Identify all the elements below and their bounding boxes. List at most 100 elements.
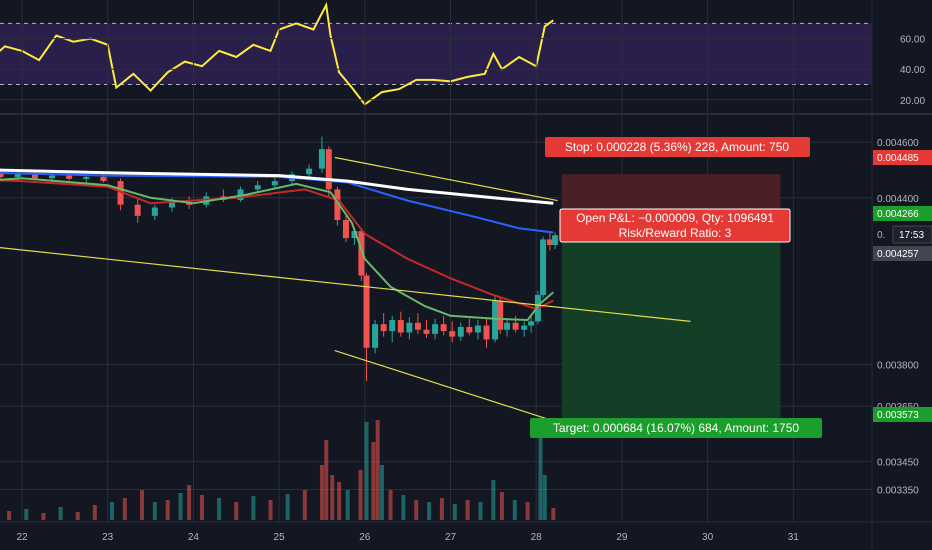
- volume-bar: [388, 490, 393, 520]
- candle-body: [380, 324, 387, 332]
- candle-body: [406, 322, 413, 333]
- rsi-tick: 40.00: [900, 65, 925, 76]
- countdown-badge: [892, 225, 932, 244]
- price-tick: 0.004600: [877, 138, 919, 149]
- volume-bar: [285, 494, 290, 520]
- candle-body: [372, 324, 379, 348]
- pnl-label-box[interactable]: Open P&L: −0.000009, Qty: 1096491 Risk/R…: [559, 208, 791, 243]
- candle-body: [306, 168, 313, 175]
- candle-body: [512, 322, 519, 330]
- candle-body: [389, 320, 396, 332]
- candle-body: [440, 324, 447, 332]
- candle-body: [492, 300, 499, 340]
- price-tick: 0.004400: [877, 194, 919, 205]
- trendline[interactable]: [334, 349, 575, 429]
- candle-body: [397, 320, 404, 333]
- candle-body: [449, 331, 456, 337]
- x-tick-30: 30: [702, 532, 714, 543]
- volume-bar: [251, 496, 256, 520]
- trendlines[interactable]: [0, 156, 691, 429]
- trendline[interactable]: [0, 241, 691, 322]
- volume-bar: [75, 512, 80, 520]
- x-tick-25: 25: [274, 532, 286, 543]
- stop-label: Stop: 0.000228 (5.36%) 228, Amount: 750: [565, 140, 789, 154]
- x-tick-24: 24: [188, 532, 200, 543]
- pnl-label-bg: [559, 208, 791, 243]
- candle-body: [117, 181, 124, 205]
- candle-body: [334, 189, 341, 220]
- volume-bar: [427, 502, 432, 520]
- ma-blue-line: [0, 171, 554, 234]
- stop-label-box[interactable]: Stop: 0.000228 (5.36%) 228, Amount: 750: [545, 137, 810, 157]
- rsi-line: [0, 1, 554, 106]
- time-axis-ticks: 22 23 24 25 26 27 28 29 30 31: [16, 532, 799, 543]
- target-label: Target: 0.000684 (16.07%) 684, Amount: 1…: [553, 421, 800, 435]
- x-tick-22: 22: [16, 532, 28, 543]
- moving-averages: [0, 168, 554, 322]
- candle-body: [351, 231, 358, 239]
- rsi-axis-ticks: 60.00 40.00 20.00: [900, 35, 925, 107]
- volume-bar: [499, 492, 504, 520]
- volume-bar: [379, 465, 384, 520]
- target-price-text: 0.003573: [877, 410, 919, 421]
- price-axis[interactable]: 60.00 40.00 20.00 0.004600 0.004400 0.003800…: [871, 0, 932, 550]
- volume-bar: [139, 490, 144, 520]
- candle-body: [48, 175, 55, 179]
- candle-body: [552, 235, 559, 245]
- volume-bar: [330, 475, 335, 520]
- volume-bar: [452, 504, 457, 520]
- rsi-band: [0, 23, 872, 85]
- volume-bar: [512, 500, 517, 520]
- risk-reward-label: Risk/Reward Ratio: 3: [619, 226, 732, 240]
- volume-bar: [302, 490, 307, 520]
- entry-price-text: 0.004266: [877, 209, 919, 220]
- candle-body: [271, 181, 278, 186]
- volume-bar: [122, 498, 127, 520]
- x-tick-27: 27: [445, 532, 457, 543]
- candle-body: [528, 321, 535, 326]
- volume-bar: [551, 508, 556, 520]
- volume-bar: [401, 495, 406, 520]
- x-tick-28: 28: [531, 532, 543, 543]
- trendline[interactable]: [334, 156, 558, 202]
- time-axis[interactable]: 22 23 24 25 26 27 28 29 30 31: [0, 521, 932, 543]
- x-tick-29: 29: [616, 532, 628, 543]
- candle-body: [342, 220, 349, 239]
- rsi-pane: [0, 1, 872, 106]
- volume-bar: [371, 442, 376, 520]
- volume-bar: [358, 470, 363, 520]
- candle-body: [540, 239, 547, 295]
- volume-bar: [324, 440, 329, 520]
- x-tick-26: 26: [359, 532, 371, 543]
- target-price-badge: [873, 407, 932, 422]
- price-tick: 0.003800: [877, 360, 919, 371]
- target-label-box[interactable]: Target: 0.000684 (16.07%) 684, Amount: 1…: [530, 418, 822, 438]
- stop-price-badge: [873, 150, 932, 165]
- volume-bar: [525, 502, 530, 520]
- volume-bar: [542, 475, 547, 520]
- candle-body: [325, 149, 332, 190]
- candle-body: [363, 275, 370, 348]
- target-zone[interactable]: [561, 235, 781, 428]
- volume-bar: [58, 507, 63, 520]
- volume-bar: [234, 502, 239, 520]
- volume-bar: [109, 502, 114, 520]
- entry-price-badge: [873, 206, 932, 221]
- volume-bar: [538, 432, 543, 520]
- candle-body: [504, 322, 511, 330]
- candle-body: [466, 326, 473, 333]
- candle-body: [14, 174, 21, 177]
- volume-bar: [345, 490, 350, 520]
- candle-body: [474, 325, 481, 333]
- volume-bar: [199, 495, 204, 520]
- ma-green-line: [0, 177, 554, 322]
- candle-body: [254, 185, 261, 190]
- candle-body: [100, 176, 107, 182]
- candle-body: [521, 325, 528, 330]
- pnl-label: Open P&L: −0.000009, Qty: 1096491: [576, 211, 774, 225]
- ma-red-line: [0, 179, 554, 310]
- rsi-tick: 60.00: [900, 35, 925, 46]
- countdown-text: 17:53: [899, 230, 924, 241]
- candle-body: [31, 174, 38, 179]
